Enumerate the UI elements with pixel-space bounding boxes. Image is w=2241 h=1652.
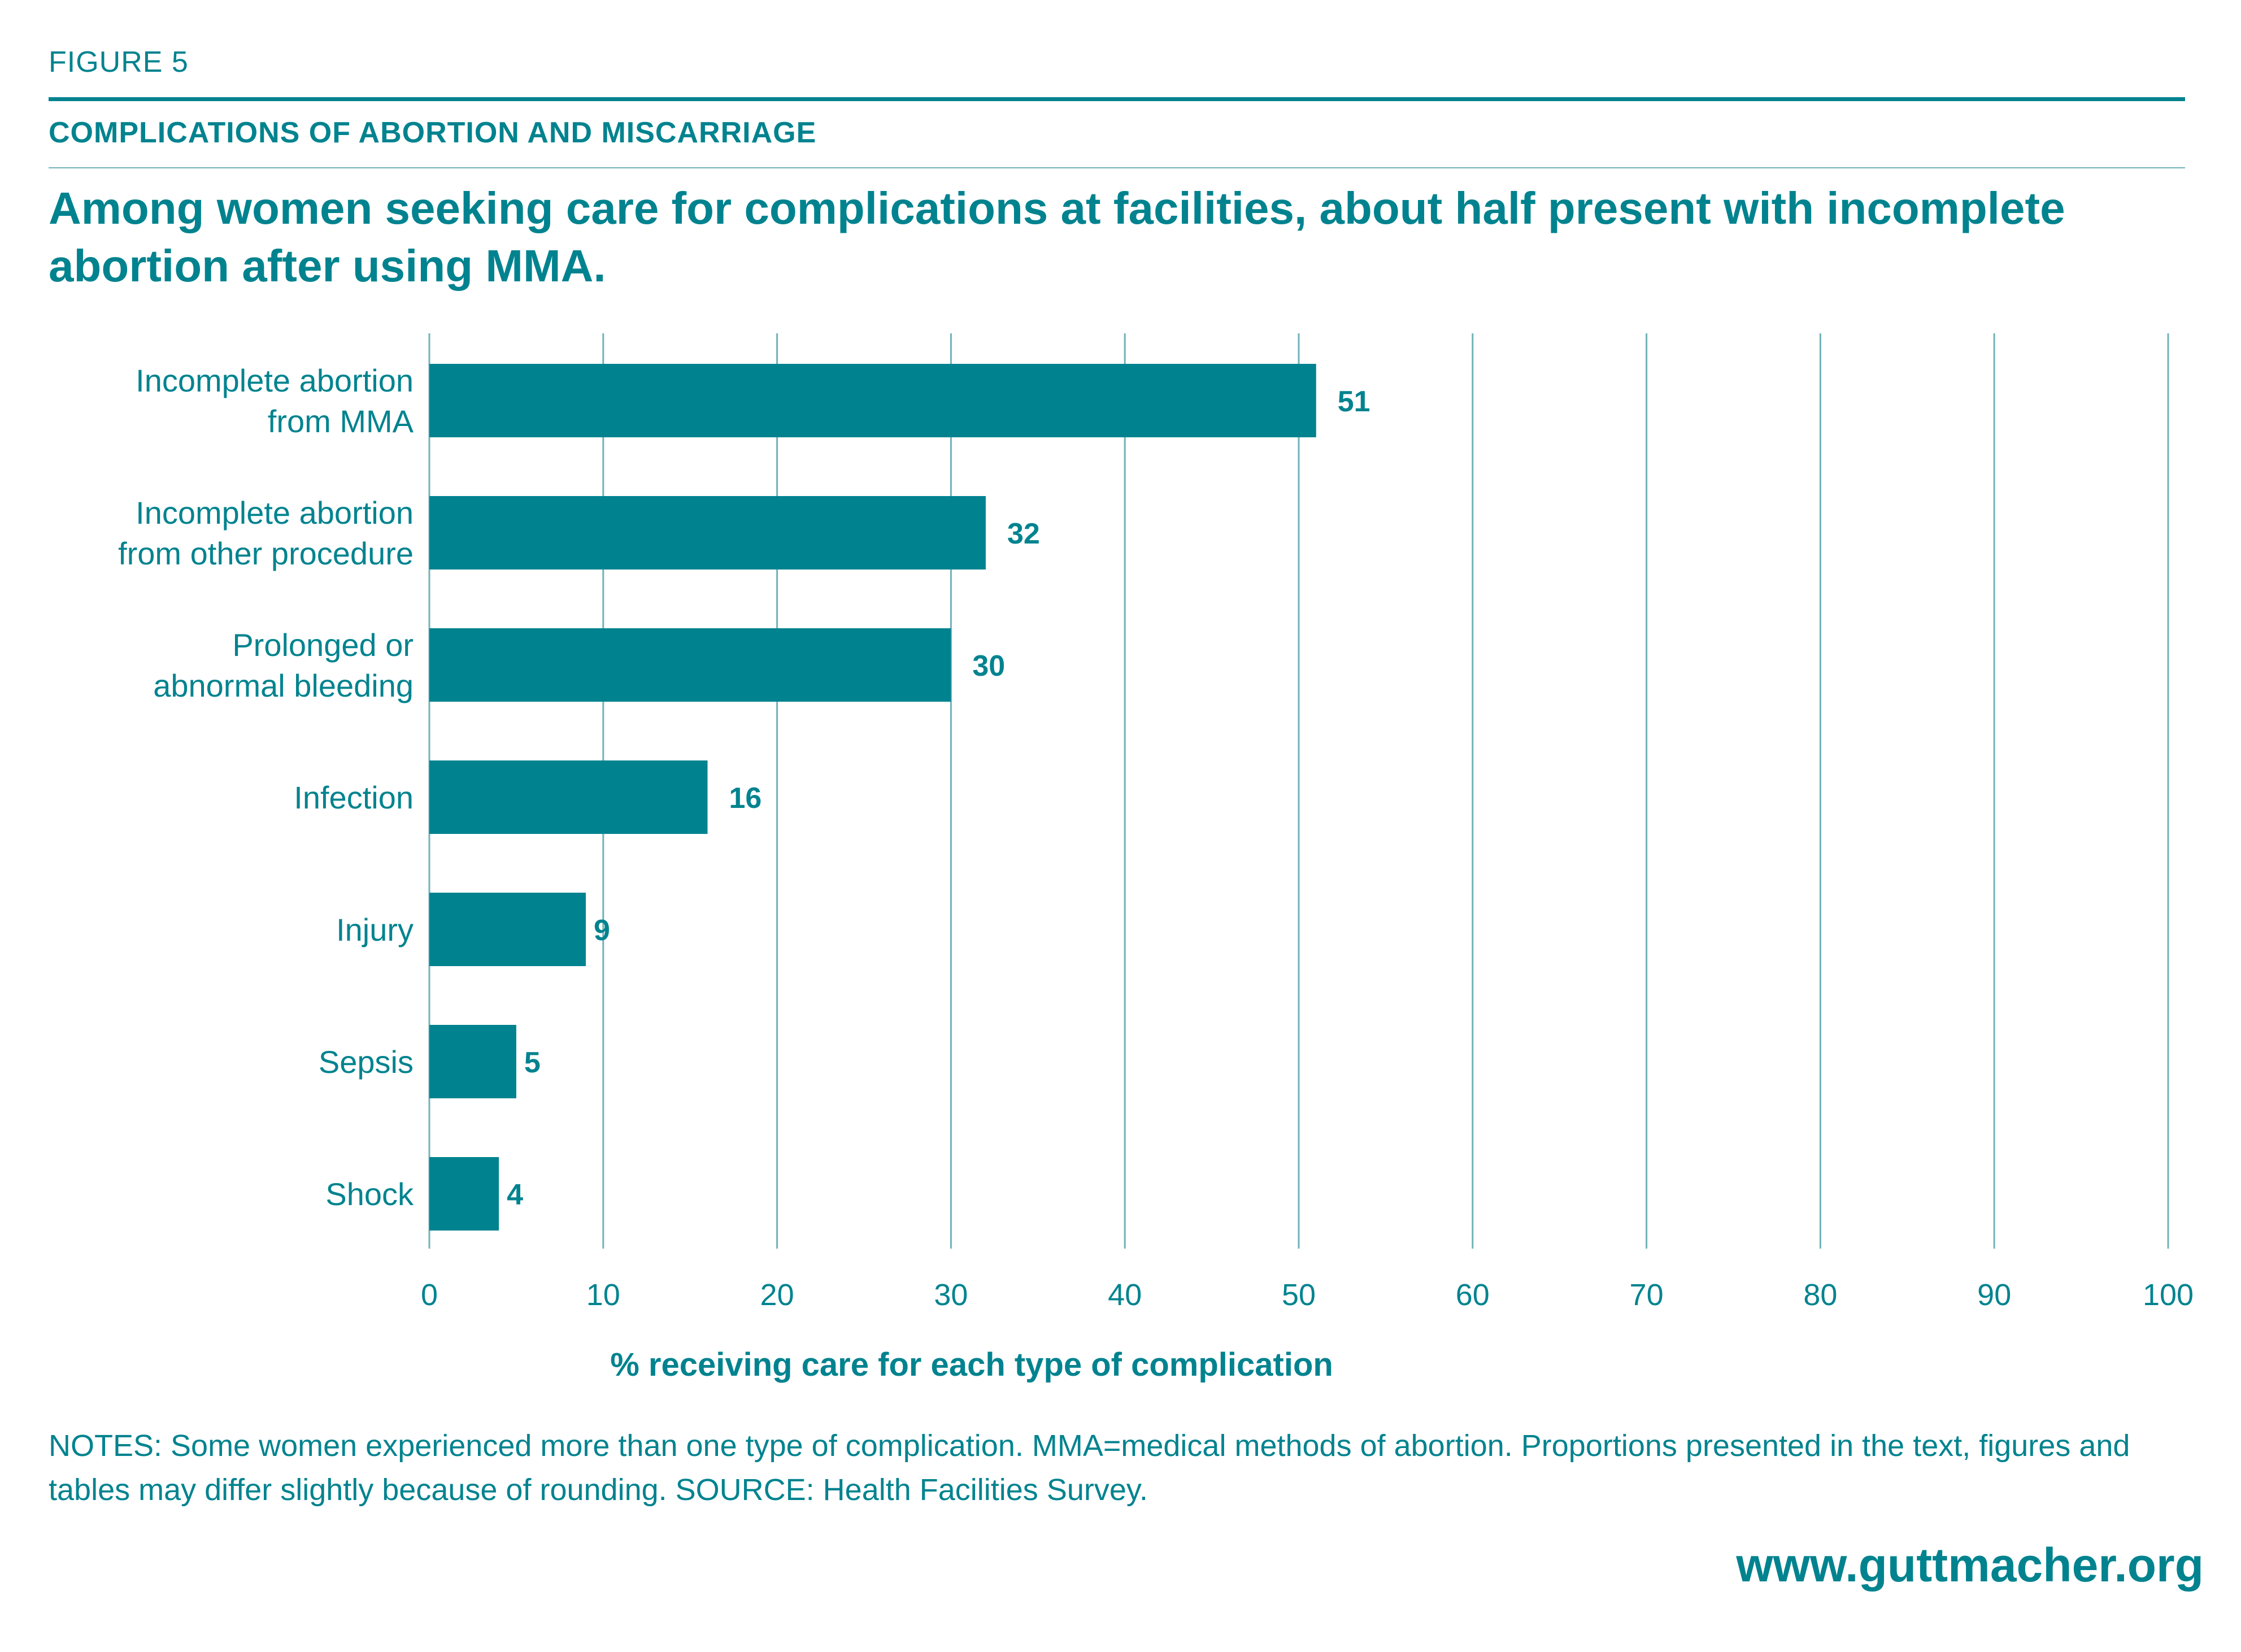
value-label: 32 [1007,518,1040,550]
top-rule [49,97,2185,101]
x-tick-label: 10 [586,1278,620,1312]
value-label: 51 [1338,385,1370,418]
x-tick-label: 60 [1456,1278,1490,1312]
x-tick-label: 20 [760,1278,794,1312]
value-labels: 51 32 30 16 9 5 4 [507,385,1370,1211]
category-label: Incomplete abortion [136,495,414,531]
bar [429,628,951,702]
figure-label: FIGURE 5 [49,46,189,79]
thin-rule [49,167,2185,168]
x-tick-label: 30 [934,1278,968,1312]
category-label: abnormal bleeding [153,668,414,703]
category-label: Infection [294,780,414,815]
category-labels: Incomplete abortion from MMA Incomplete ab… [118,363,414,1212]
category-label: Incomplete abortion [136,363,414,398]
bar [429,893,586,966]
x-tick-label: 90 [1977,1278,2011,1312]
x-tick-label: 70 [1630,1278,1664,1312]
category-label: Prolonged or [232,627,414,663]
bar [429,1025,516,1098]
bar [429,1157,499,1231]
headline: Among women seeking care for complicatio… [49,183,2065,291]
category-label: from MMA [268,403,414,439]
notes: NOTES: Some women experienced more than … [49,1429,2130,1507]
x-tick-label: 50 [1282,1278,1316,1312]
category-label: Sepsis [319,1044,414,1080]
category-label: from other procedure [118,536,414,571]
value-label: 30 [972,650,1005,682]
value-label: 16 [729,782,761,815]
x-tick-label: 80 [1803,1278,1837,1312]
x-tick-label: 0 [421,1278,438,1312]
value-label: 9 [594,914,610,947]
x-tick-label: 40 [1108,1278,1142,1312]
bars [429,364,1316,1231]
x-tick-label: 100 [2143,1278,2194,1312]
value-label: 5 [524,1046,541,1079]
category-label: Shock [325,1176,414,1212]
bar [429,496,986,569]
bar [429,760,708,834]
value-label: 4 [507,1179,523,1211]
category-label: Injury [336,912,414,947]
x-axis-title: % receiving care for each type of compli… [610,1346,1333,1383]
site-url: www.guttmacher.org [1736,1538,2204,1592]
x-tick-labels: 0 10 20 30 40 50 60 70 80 90 100 [421,1278,2194,1312]
section-title: COMPLICATIONS OF ABORTION AND MISCARRIAG… [49,116,817,149]
bar [429,364,1316,437]
